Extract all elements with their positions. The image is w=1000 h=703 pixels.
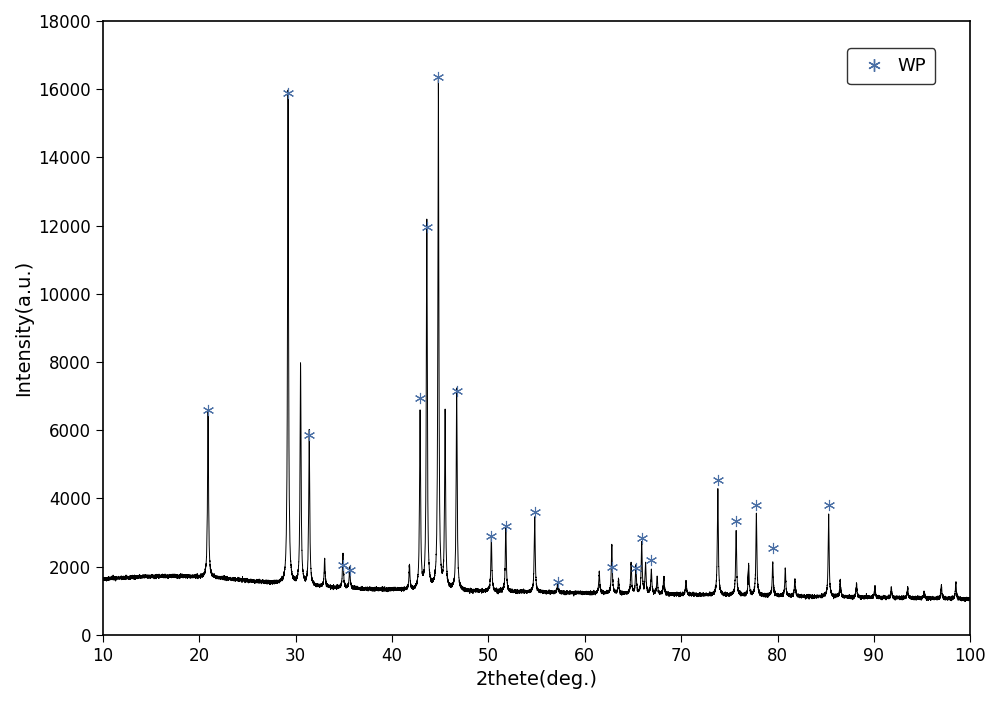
Legend: WP: WP	[847, 49, 935, 84]
X-axis label: 2thete(deg.): 2thete(deg.)	[476, 670, 598, 689]
Y-axis label: Intensity(a.u.): Intensity(a.u.)	[14, 259, 33, 396]
